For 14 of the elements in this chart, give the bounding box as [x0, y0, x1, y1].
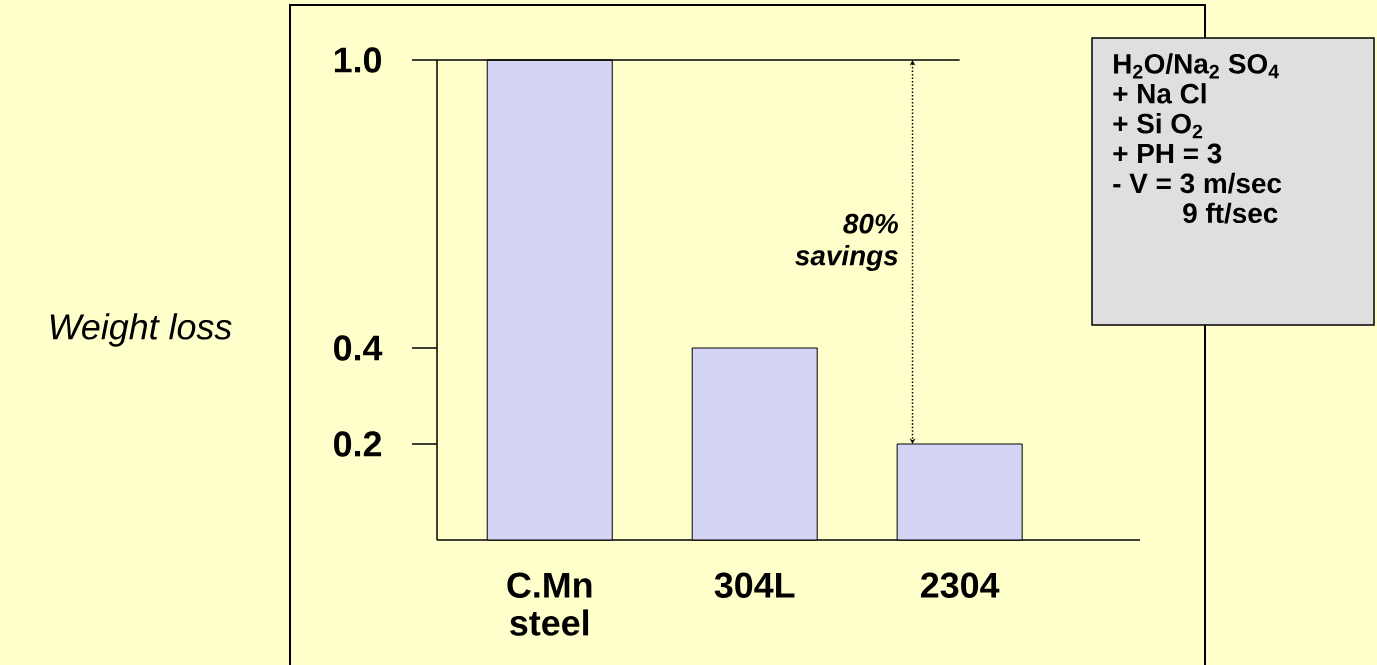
x-tick-label: C.Mn steel [507, 572, 592, 636]
text: 9 ft/sec [1183, 202, 1278, 224]
text: H$_{2}$O/Na$_{2}$ SO$_{4}$ [1114, 53, 1279, 79]
y-tick-label: 0.2 [334, 431, 382, 457]
text: - V = 3 m/sec [1113, 172, 1282, 194]
text: + Na Cl [1113, 83, 1206, 104]
text: + PH = 3 [1113, 143, 1222, 164]
y-tick-label: 0.4 [334, 335, 383, 361]
text: + Si O$_{2}$ [1113, 112, 1203, 139]
y-axis-title: Weight loss [50, 313, 232, 347]
x-tick-label: 2304 [921, 572, 1000, 598]
x-tick-label: 304L [714, 572, 795, 598]
y-tick-label: 1.0 [334, 47, 382, 73]
annotation: 80% savings [795, 213, 898, 271]
